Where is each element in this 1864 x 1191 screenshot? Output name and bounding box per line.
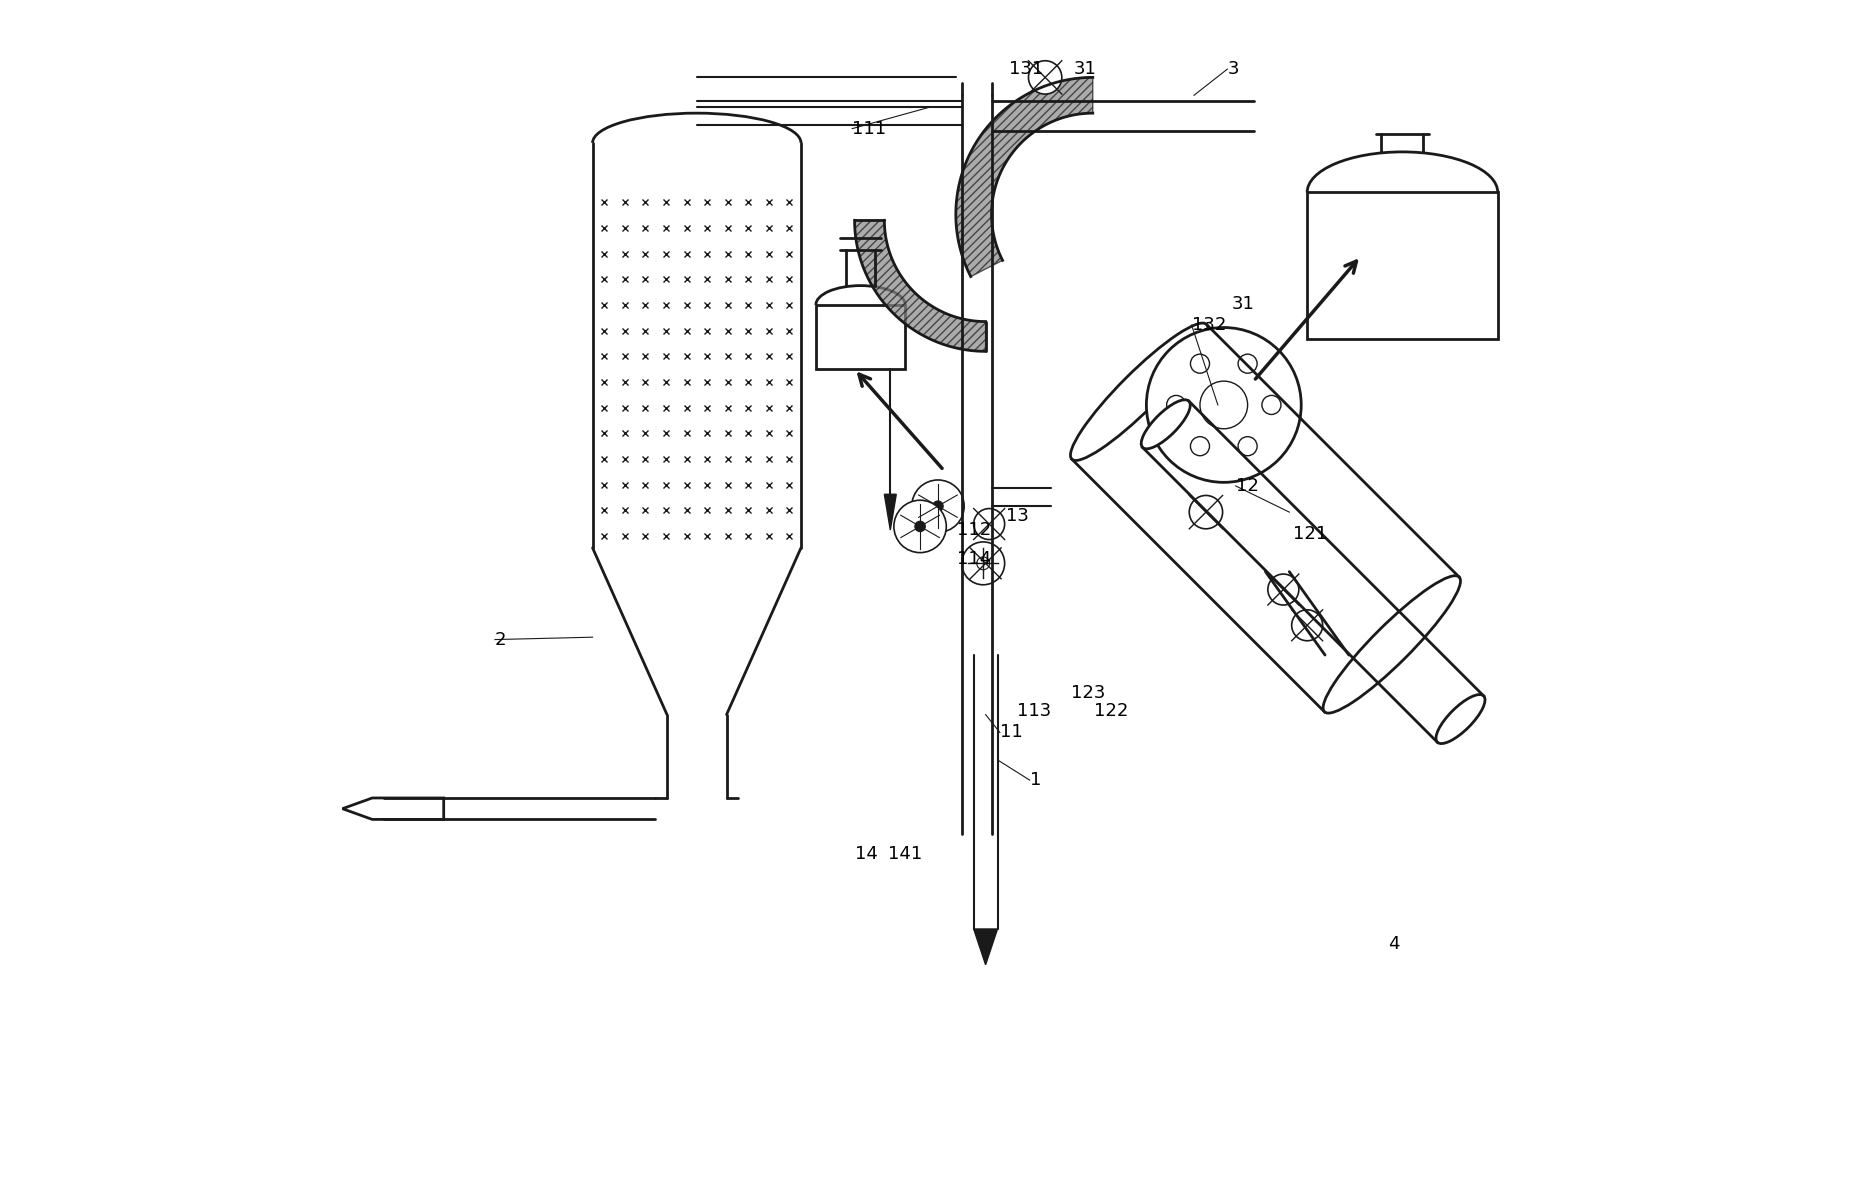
Text: 12: 12 [1236,476,1258,495]
Text: 123: 123 [1072,684,1105,703]
Circle shape [932,501,943,511]
Text: 1: 1 [1029,771,1040,790]
Polygon shape [973,929,997,965]
Polygon shape [343,798,444,819]
Polygon shape [956,77,1092,276]
Text: 3: 3 [1227,60,1240,79]
Circle shape [1238,354,1256,373]
Circle shape [1189,495,1223,529]
Text: 31: 31 [1232,294,1254,313]
Circle shape [1262,395,1281,414]
Ellipse shape [1141,400,1191,449]
Bar [1307,192,1499,339]
Polygon shape [854,220,986,351]
Ellipse shape [1070,323,1208,461]
Circle shape [1191,354,1210,373]
Ellipse shape [1323,575,1461,713]
Circle shape [977,557,990,569]
Text: 31: 31 [1074,60,1096,79]
Circle shape [1268,574,1299,605]
Ellipse shape [1435,694,1486,743]
Text: 131: 131 [1010,60,1044,79]
Circle shape [895,500,947,553]
Circle shape [1146,328,1301,482]
Text: 132: 132 [1191,316,1227,335]
Text: 111: 111 [852,119,885,138]
Text: 122: 122 [1094,701,1128,721]
Text: 13: 13 [1007,506,1029,525]
Circle shape [969,548,1001,579]
Circle shape [1292,610,1323,641]
Circle shape [1167,395,1186,414]
Circle shape [1238,437,1256,456]
Circle shape [911,480,964,532]
Text: 14: 14 [854,844,878,863]
Circle shape [1191,437,1210,456]
Polygon shape [884,494,897,530]
Bar [816,305,906,369]
Circle shape [915,522,925,531]
Text: 4: 4 [1389,935,1400,954]
Text: 11: 11 [999,723,1023,742]
Circle shape [1029,61,1062,94]
Circle shape [973,509,1005,540]
Text: 2: 2 [496,630,507,649]
Text: 113: 113 [1016,701,1051,721]
Circle shape [1200,381,1247,429]
Text: 112: 112 [956,520,992,540]
Text: 141: 141 [887,844,923,863]
Text: 121: 121 [1294,524,1327,543]
Circle shape [962,542,1005,585]
Text: 114: 114 [956,549,992,568]
